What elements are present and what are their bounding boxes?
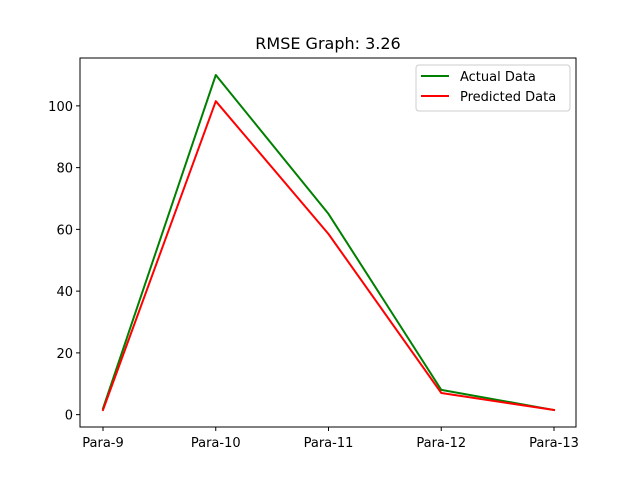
y-tick-label: 100 bbox=[48, 100, 73, 115]
axes-frame bbox=[79, 57, 577, 428]
x-tick-label: Para-12 bbox=[416, 436, 466, 451]
plot-area: Para-9 Para-10 Para-11 Para-12 Para-13 0 20 40 6… bbox=[48, 74, 579, 451]
series-line-predicted bbox=[101, 100, 556, 412]
x-tick-label: Para-10 bbox=[191, 436, 241, 451]
y-tick-label: 20 bbox=[56, 347, 73, 362]
legend-box bbox=[415, 64, 571, 112]
x-tick-label: Para-11 bbox=[304, 436, 354, 451]
y-tick-label: 40 bbox=[56, 285, 73, 300]
y-tick-label: 80 bbox=[56, 162, 73, 177]
chart-title: RMSE Graph: 3.26 bbox=[255, 34, 400, 53]
y-tick-label: 60 bbox=[56, 223, 73, 238]
y-tick-label: 0 bbox=[65, 409, 73, 424]
legend: Actual Data Predicted Data bbox=[415, 64, 571, 112]
x-tick-label: Para-13 bbox=[529, 436, 579, 451]
legend-label: Actual Data bbox=[460, 70, 536, 85]
series-line-actual bbox=[101, 74, 556, 412]
x-tick-label: Para-9 bbox=[82, 436, 124, 451]
legend-label: Predicted Data bbox=[460, 90, 556, 105]
